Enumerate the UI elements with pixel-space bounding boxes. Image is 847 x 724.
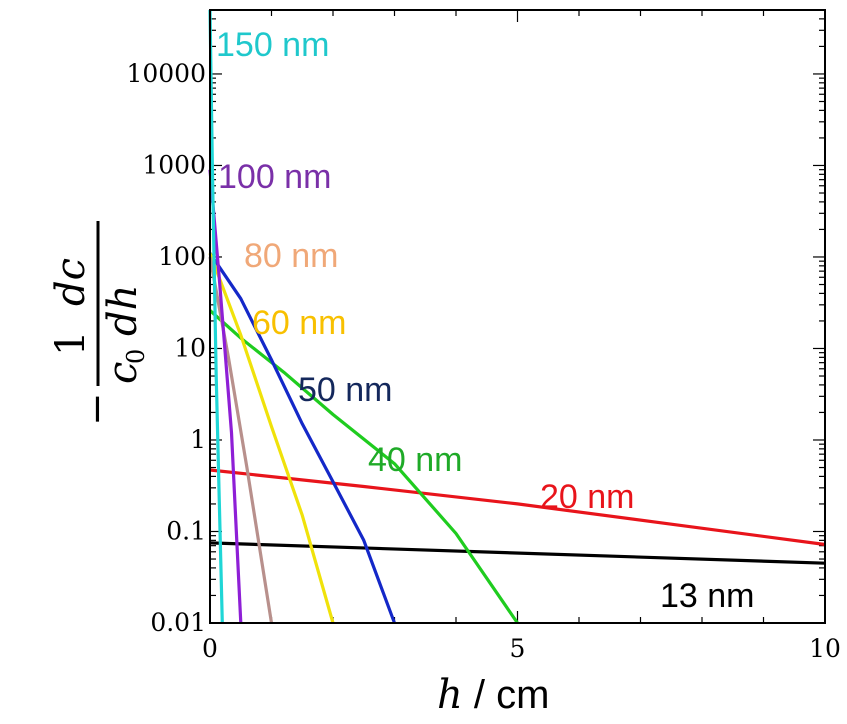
x-tick-label: 0 xyxy=(202,634,218,663)
series-label-60-nm: 60 nm xyxy=(252,304,347,342)
series-label-50-nm: 50 nm xyxy=(298,371,393,409)
y-tick-label: 10 xyxy=(174,333,206,362)
y-axis-minus: − xyxy=(74,392,120,426)
x-tick-label: 10 xyxy=(809,634,841,663)
series-line-13-nm xyxy=(209,541,826,565)
series-label-150-nm: 150 nm xyxy=(216,26,329,64)
x-axis-var: h xyxy=(437,672,463,718)
y-axis-den2: dh xyxy=(100,285,146,336)
series-label-13-nm: 13 nm xyxy=(660,577,755,615)
series-labels-layer: 150 nm 100 nm 80 nm 60 nm 50 nm 40 nm 20 nm 13 … xyxy=(216,26,755,615)
plot-frame xyxy=(209,9,826,624)
series-line-150-nm xyxy=(208,9,224,624)
series-line-20-nm xyxy=(209,468,826,547)
y-axis-label: − 1 dc c 0 dh xyxy=(48,221,150,426)
y-axis-num1: 1 xyxy=(48,331,94,356)
x-axis-label: h / cm xyxy=(437,672,549,718)
series-label-100-nm: 100 nm xyxy=(218,158,331,196)
x-axis-unit: / cm xyxy=(463,673,550,717)
y-tick-label: 100 xyxy=(158,242,206,271)
series-line-50-nm xyxy=(208,252,396,624)
series-line-60-nm xyxy=(208,252,335,624)
y-tick-label: 1000 xyxy=(142,150,206,179)
series-line-80-nm xyxy=(208,256,274,624)
y-tick-label: 1 xyxy=(190,425,206,454)
series-label-80-nm: 80 nm xyxy=(244,237,339,275)
series-layer xyxy=(208,9,826,624)
y-tick-label: 0.1 xyxy=(166,516,206,545)
series-line-40-nm xyxy=(208,309,519,624)
y-axis-num2: dc xyxy=(48,258,94,306)
y-tick-label: 0.01 xyxy=(150,608,206,637)
tick-labels-layer: 0.01 0.1 1 10 100 1000 10000 0 5 10 xyxy=(126,59,840,663)
y-axis-den1: c xyxy=(100,362,146,384)
series-label-40-nm: 40 nm xyxy=(368,441,463,479)
y-tick-label: 10000 xyxy=(126,59,206,88)
x-tick-label: 5 xyxy=(510,634,526,663)
y-axis-den-sub: 0 xyxy=(122,349,150,364)
series-label-20-nm: 20 nm xyxy=(540,478,635,516)
